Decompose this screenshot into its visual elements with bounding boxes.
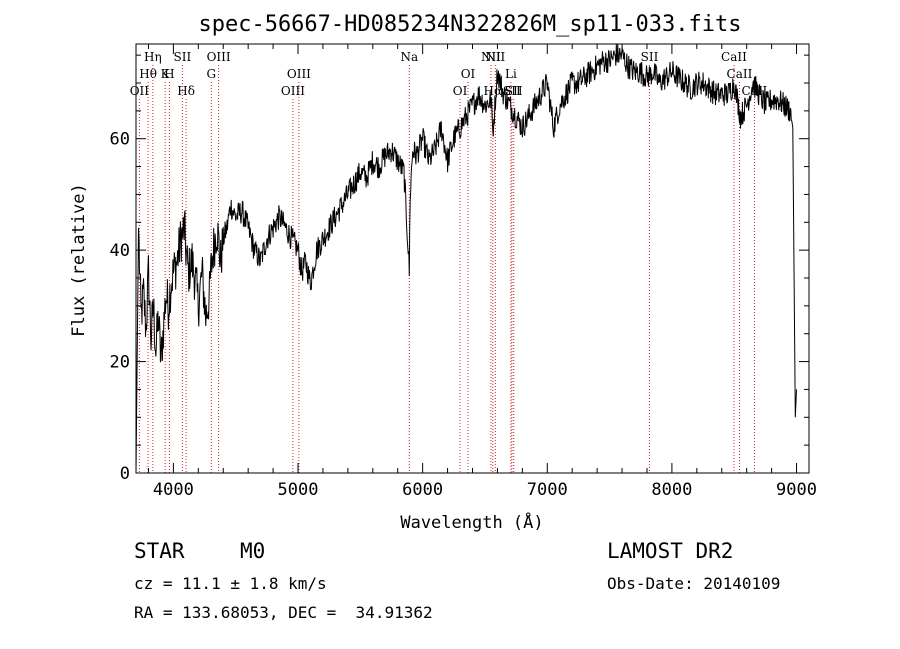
- line-label-sii: SII: [174, 50, 192, 64]
- line-label-caii: CaII: [727, 67, 753, 81]
- y-tick-label: 20: [110, 353, 130, 373]
- survey-name: LAMOST DR2: [607, 539, 734, 563]
- x-tick-label: 5000: [278, 480, 319, 500]
- line-label-oiii: OIII: [287, 67, 311, 81]
- axis-ticks: 4000 5000 6000 7000 8000 9000 0 20 40 60: [110, 44, 817, 500]
- spectrum-series: [135, 43, 797, 474]
- x-tick-label: 8000: [651, 480, 692, 500]
- line-label-hα: Hα: [484, 84, 503, 98]
- line-label-oiii: OIII: [281, 84, 305, 98]
- line-label-hη: Hη: [144, 50, 162, 64]
- line-label-li: Li: [505, 67, 517, 81]
- y-axis-label: Flux (relative): [69, 183, 89, 337]
- coordinates: RA = 133.68053, DEC = 34.91362: [134, 603, 433, 622]
- line-label-hθ: Hθ: [139, 67, 157, 81]
- line-label-sii: SII: [505, 84, 523, 98]
- object-class: STAR: [134, 539, 185, 563]
- line-label-sii: SII: [641, 50, 659, 64]
- line-label-na: Na: [400, 50, 418, 64]
- line-label-oiii: OIII: [207, 50, 231, 64]
- x-tick-label: 6000: [402, 480, 443, 500]
- x-tick-label: 4000: [153, 480, 194, 500]
- line-label-nii: NII: [481, 50, 501, 64]
- line-label-nii: NII: [485, 50, 505, 64]
- line-label-g: G: [206, 67, 216, 81]
- x-axis-label: Wavelength (Å): [400, 511, 543, 533]
- line-label-oi: OI: [461, 67, 476, 81]
- y-tick-label: 60: [110, 130, 130, 150]
- y-tick-label: 40: [110, 241, 130, 261]
- chart-title: spec-56667-HD085234N322826M_sp11-033.fit…: [198, 12, 741, 37]
- redshift-velocity: cz = 11.1 ± 1.8 km/s: [134, 574, 327, 593]
- line-label-oii: OII: [130, 84, 150, 98]
- y-tick-label: 0: [120, 464, 130, 484]
- observation-date: Obs-Date: 20140109: [607, 574, 781, 593]
- line-label-hδ: Hδ: [177, 84, 195, 98]
- line-label-h: H: [164, 67, 174, 81]
- plot-frame: [135, 43, 810, 474]
- emission-line-markers: [138, 65, 755, 473]
- object-subclass: M0: [240, 539, 266, 563]
- line-label-oi: OI: [453, 84, 468, 98]
- line-label-k: K: [161, 67, 171, 81]
- x-tick-label: 9000: [776, 480, 817, 500]
- line-label-caii: CaII: [721, 50, 747, 64]
- x-tick-label: 7000: [527, 480, 568, 500]
